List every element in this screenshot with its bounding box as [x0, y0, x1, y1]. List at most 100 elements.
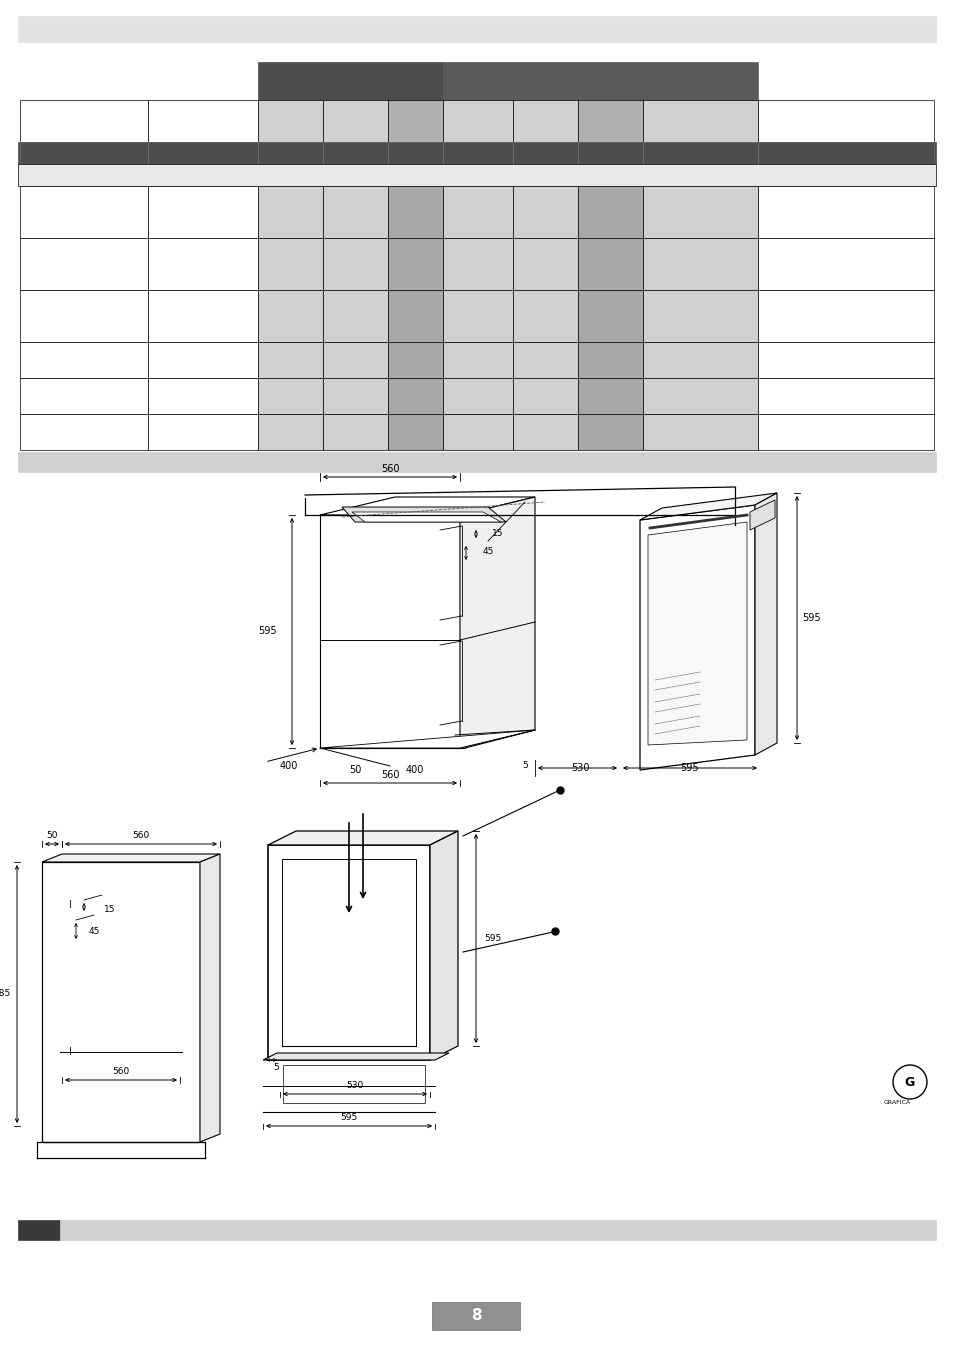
Text: 15: 15 — [492, 528, 503, 538]
Bar — [642, 290, 758, 342]
Bar — [18, 16, 935, 42]
Bar — [316, 1034, 341, 1042]
Text: 400: 400 — [405, 765, 424, 775]
Bar — [513, 100, 578, 142]
Text: 15: 15 — [104, 905, 115, 915]
Bar — [758, 142, 933, 163]
Bar — [513, 342, 578, 378]
Bar — [20, 142, 148, 163]
Bar — [642, 100, 758, 142]
Text: 595: 595 — [484, 934, 501, 943]
Bar — [148, 142, 257, 163]
Bar — [323, 142, 388, 163]
Bar — [442, 186, 513, 238]
Polygon shape — [341, 507, 505, 521]
Bar — [388, 378, 442, 413]
Bar — [257, 413, 323, 450]
Bar — [323, 413, 388, 450]
Bar — [578, 342, 642, 378]
Text: GRAFICA: GRAFICA — [882, 1100, 910, 1105]
Bar — [323, 290, 388, 342]
Polygon shape — [430, 831, 457, 1061]
Bar — [148, 100, 257, 142]
Bar — [758, 238, 933, 290]
Bar — [758, 342, 933, 378]
Bar — [339, 530, 439, 620]
Polygon shape — [42, 862, 200, 1142]
Polygon shape — [319, 515, 459, 748]
Bar — [257, 378, 323, 413]
Bar — [148, 413, 257, 450]
Bar — [642, 238, 758, 290]
Text: 45: 45 — [482, 547, 493, 555]
Bar — [20, 413, 148, 450]
Bar — [18, 163, 935, 186]
Bar — [283, 1065, 424, 1102]
Polygon shape — [749, 500, 774, 530]
Bar — [578, 142, 642, 163]
Bar — [323, 100, 388, 142]
Text: 585: 585 — [0, 989, 10, 998]
Bar — [758, 378, 933, 413]
Text: 5: 5 — [273, 1063, 278, 1073]
Polygon shape — [352, 512, 500, 521]
Bar — [578, 290, 642, 342]
Bar — [388, 238, 442, 290]
Bar — [442, 62, 758, 100]
Bar — [148, 186, 257, 238]
Bar — [18, 1220, 60, 1240]
Bar — [148, 290, 257, 342]
Bar — [513, 413, 578, 450]
Polygon shape — [639, 505, 754, 770]
Bar — [442, 378, 513, 413]
Bar — [642, 142, 758, 163]
Bar — [442, 100, 513, 142]
Text: 530: 530 — [346, 1082, 363, 1090]
Bar — [758, 186, 933, 238]
Polygon shape — [282, 859, 416, 1046]
Bar — [60, 1220, 935, 1240]
Bar — [432, 1302, 519, 1329]
Polygon shape — [268, 844, 430, 1061]
Text: 560: 560 — [380, 463, 399, 474]
Bar — [388, 186, 442, 238]
Text: 595: 595 — [340, 1113, 357, 1123]
Text: G: G — [904, 1075, 914, 1089]
Bar — [20, 100, 148, 142]
Bar — [513, 142, 578, 163]
Bar — [62, 892, 180, 1062]
Polygon shape — [263, 1052, 449, 1061]
Polygon shape — [319, 730, 535, 748]
Bar — [442, 238, 513, 290]
Bar — [148, 238, 257, 290]
Bar — [257, 100, 323, 142]
Bar — [642, 378, 758, 413]
Bar — [442, 290, 513, 342]
Polygon shape — [319, 497, 535, 515]
Text: 50: 50 — [349, 765, 361, 775]
Bar — [513, 238, 578, 290]
Polygon shape — [647, 521, 746, 744]
Bar — [257, 342, 323, 378]
Bar — [20, 342, 148, 378]
Text: 8: 8 — [470, 1309, 481, 1324]
Bar — [388, 290, 442, 342]
Bar — [578, 100, 642, 142]
Bar — [257, 238, 323, 290]
Bar — [388, 342, 442, 378]
Text: 530: 530 — [570, 763, 589, 773]
Polygon shape — [754, 493, 776, 755]
Bar — [642, 186, 758, 238]
Bar — [287, 1034, 312, 1042]
Text: 50: 50 — [46, 831, 58, 840]
Polygon shape — [200, 854, 220, 1142]
Text: 560: 560 — [380, 770, 399, 780]
Bar — [257, 290, 323, 342]
Bar — [513, 186, 578, 238]
Bar — [758, 413, 933, 450]
Bar — [257, 186, 323, 238]
Polygon shape — [268, 831, 457, 844]
Bar — [578, 378, 642, 413]
Bar — [442, 142, 513, 163]
Bar — [388, 100, 442, 142]
